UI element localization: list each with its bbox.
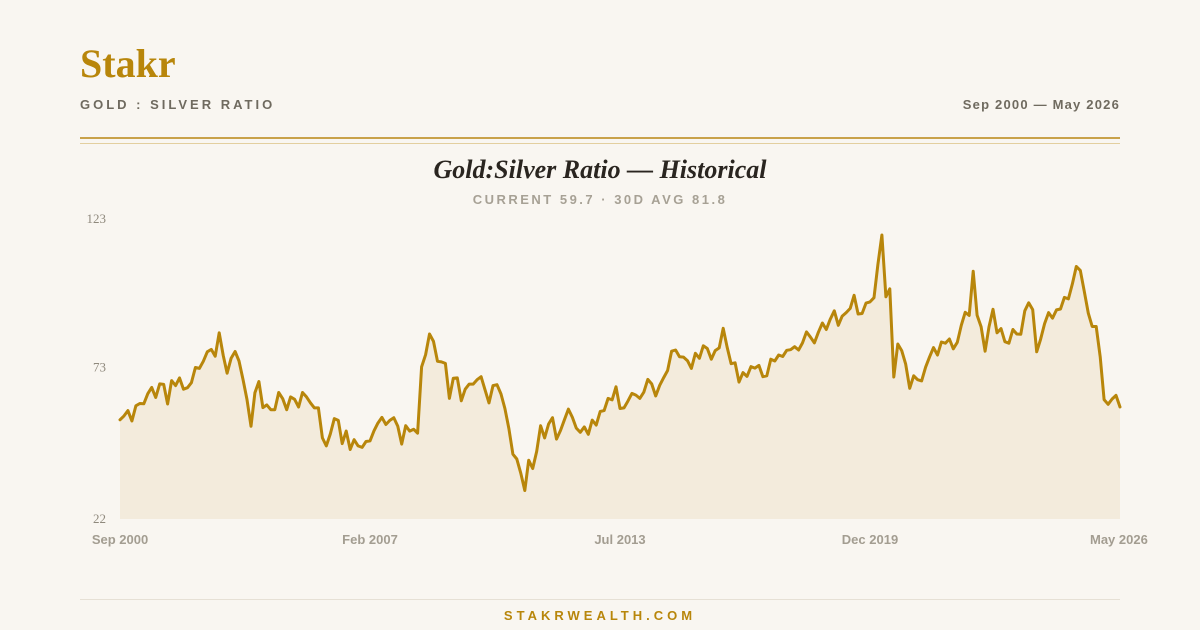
page-subtitle: GOLD : SILVER RATIO <box>80 97 276 112</box>
date-range: Sep 2000 — May 2026 <box>962 97 1120 112</box>
x-tick-label: Sep 2000 <box>92 532 148 547</box>
series-area <box>120 235 1120 519</box>
x-axis: Sep 2000 Feb 2007 Jul 2013 Dec 2019 May 2026 <box>92 532 1148 547</box>
footer-link[interactable]: STAKRWEALTH.COM <box>503 608 697 623</box>
x-tick-label: Jul 2013 <box>594 532 645 547</box>
x-tick-label: Feb 2007 <box>342 532 398 547</box>
header-divider-thin <box>80 143 1120 144</box>
chart-title: Gold:Silver Ratio — Historical <box>433 155 767 184</box>
brand-logo: Stakr <box>80 41 176 86</box>
chart-series <box>118 233 1122 519</box>
x-tick-label: Dec 2019 <box>842 532 898 547</box>
y-tick-label: 73 <box>93 360 106 375</box>
y-tick-label: 22 <box>93 511 106 526</box>
y-axis: 123 73 22 <box>87 211 107 526</box>
footer-divider <box>80 599 1120 600</box>
series-line <box>118 233 1122 492</box>
chart-subtitle: CURRENT 59.7 · 30D AVG 81.8 <box>472 192 728 207</box>
x-tick-label: May 2026 <box>1090 532 1148 547</box>
y-tick-label: 123 <box>87 211 107 226</box>
header-divider <box>80 137 1120 139</box>
ratio-chart: 123 73 22 Sep 2000 Feb 2007 Jul 2013 Dec 2019… <box>87 211 1148 547</box>
